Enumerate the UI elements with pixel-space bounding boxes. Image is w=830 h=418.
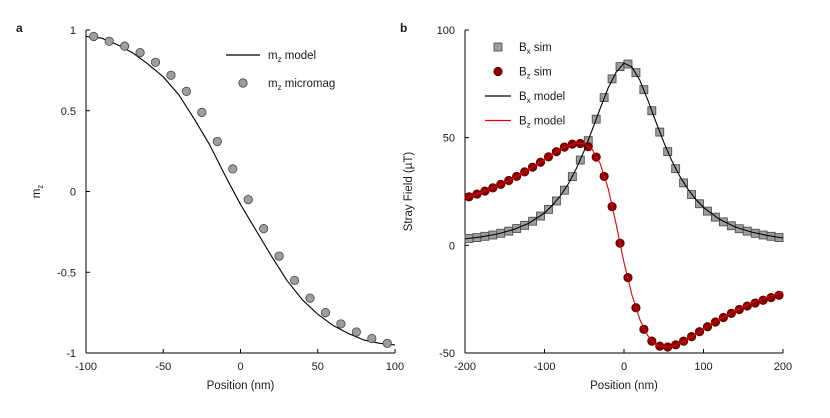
- x-tick-label: -50: [155, 361, 171, 373]
- data-point-square: [711, 212, 720, 222]
- data-point-circle: [274, 251, 284, 261]
- data-point-circle: [150, 57, 161, 67]
- y-tick-label: 1: [70, 25, 76, 37]
- panel-letter-b: b: [400, 21, 407, 35]
- panel-letter-a: a: [16, 21, 23, 35]
- data-point-circle: [228, 164, 238, 174]
- x-tick-label: 50: [312, 361, 324, 373]
- data-point-circle: [351, 327, 361, 337]
- data-point-circle: [104, 36, 114, 46]
- data-point-circle: [212, 136, 222, 147]
- data-point-circle: [336, 319, 346, 329]
- data-point-circle: [382, 338, 392, 348]
- x-axis-label: Position (nm): [590, 380, 658, 392]
- y-tick-label: 0: [449, 240, 455, 252]
- y-tick-label: 50: [443, 133, 455, 145]
- legend-label: mz micromag: [268, 78, 335, 92]
- y-tick-label: -1: [66, 348, 76, 360]
- y-tick-label: -0.5: [57, 267, 76, 279]
- panel-b: b -200 -100 0 100 200 -50 0 50 100 Position (nm) St…: [400, 21, 792, 392]
- legend-circle-swatch: [493, 66, 503, 77]
- x-tick-label: 0: [621, 361, 627, 373]
- y-axis-label: mz: [31, 185, 45, 199]
- x-tick-label: -100: [533, 361, 555, 373]
- series-line: [464, 142, 784, 348]
- data-point-square: [703, 206, 712, 216]
- data-point-square: [726, 221, 736, 231]
- data-point-circle: [647, 336, 657, 346]
- legend-circle-swatch: [238, 78, 248, 88]
- y-tick-label: -50: [439, 348, 455, 360]
- data-point-circle: [243, 194, 253, 205]
- x-tick-label: -200: [454, 361, 476, 373]
- x-tick-label: 0: [237, 361, 243, 373]
- series-line: [464, 62, 784, 240]
- x-tick-label: 200: [774, 361, 792, 373]
- legend-label: mz model: [268, 50, 316, 64]
- data-point-circle: [259, 224, 269, 234]
- legend: Bx sim Bz sim Bx model Bz model: [485, 42, 565, 130]
- x-tick-label: 100: [386, 361, 404, 373]
- data-point-circle: [197, 107, 207, 117]
- y-tick-label: 0: [70, 187, 76, 199]
- legend-label: Bx sim: [519, 42, 552, 56]
- data-point-circle: [774, 290, 784, 300]
- y-axis-label: Stray Field (µT): [403, 152, 415, 232]
- data-point-circle: [367, 333, 377, 344]
- data-point-circle: [639, 324, 649, 334]
- data-point-square: [718, 217, 728, 227]
- y-axis-label-subscript: z: [36, 185, 45, 189]
- panel-a: a -100 -50 0 50 100 -1 -0.5 0 0.5 1 Position (nm) mz…: [16, 21, 404, 392]
- data-point-circle: [166, 70, 176, 80]
- data-point-circle: [289, 275, 300, 285]
- x-tick-label: -100: [75, 361, 97, 373]
- x-axis-label: Position (nm): [207, 380, 275, 392]
- x-tick-label: 100: [694, 361, 712, 373]
- data-point-circle: [120, 41, 130, 51]
- legend: mz model mz micromag: [226, 50, 335, 92]
- data-point-circle: [135, 48, 145, 58]
- data-point-circle: [305, 293, 315, 303]
- legend-square-swatch: [493, 42, 503, 52]
- y-tick-label: 100: [437, 25, 455, 37]
- legend-label: Bz sim: [519, 67, 552, 81]
- data-point-square: [631, 68, 641, 78]
- data-point-circle: [181, 86, 192, 96]
- y-tick-label: 0.5: [61, 106, 76, 118]
- data-point-circle: [320, 308, 331, 318]
- data-point-circle: [89, 31, 99, 42]
- data-point-square: [607, 74, 617, 84]
- legend-label: Bz model: [519, 116, 565, 130]
- legend-label: Bx model: [519, 91, 565, 105]
